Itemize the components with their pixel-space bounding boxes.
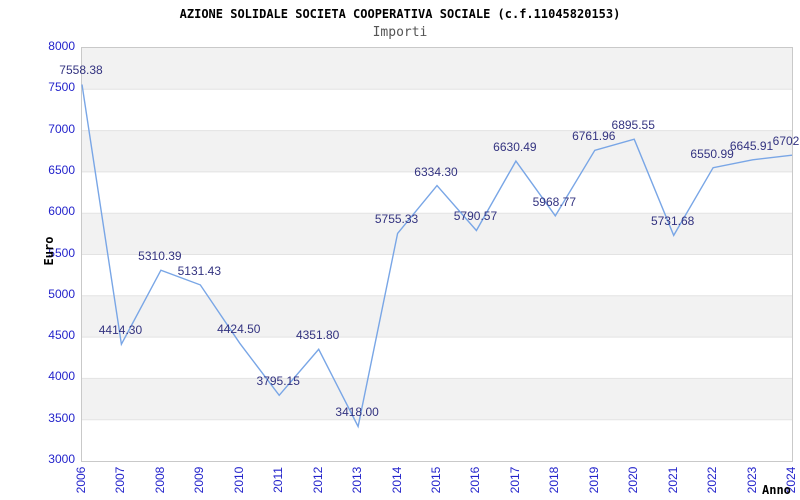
x-tick-label: 2013 [350, 466, 365, 494]
x-tick-label: 2015 [429, 466, 443, 494]
y-tick-label: 8000 [48, 39, 75, 53]
x-tick-label: 2006 [74, 466, 88, 494]
x-tick-label: 2007 [113, 466, 128, 494]
value-label: 6702.2 [772, 134, 800, 149]
y-tick-label: 7500 [48, 80, 75, 95]
y-tick-label: 7000 [48, 121, 75, 136]
x-tick-label: 2008 [152, 466, 167, 494]
value-label: 7558.38 [59, 63, 103, 78]
y-tick-label: 5500 [48, 245, 75, 260]
data-line [81, 84, 793, 429]
chart-title: AZIONE SOLIDALE SOCIETA COOPERATIVA SOCI… [179, 7, 621, 21]
value-label: 6550.99 [690, 146, 734, 161]
value-label: 6645.91 [729, 138, 774, 153]
x-tick-label: 2011 [271, 467, 286, 493]
value-label: 5131.43 [177, 263, 222, 278]
y-tick-label: 6500 [48, 162, 75, 177]
value-label: 5310.39 [138, 249, 182, 264]
y-tick-label: 4500 [48, 328, 75, 343]
x-tick-label: 2022 [705, 466, 720, 494]
x-tick-label: 2012 [310, 466, 325, 494]
chart-subtitle: Importi [372, 25, 428, 40]
value-label: 5968.77 [532, 194, 577, 209]
y-tick-label: 3000 [48, 452, 75, 466]
value-label: 5755.33 [374, 212, 419, 227]
y-tick-label: 5000 [48, 286, 75, 301]
x-tick-label: 2023 [744, 466, 759, 494]
x-tick-label: 2009 [192, 466, 207, 494]
x-tick-label: 2021 [665, 466, 680, 494]
x-tick-label: 2017 [507, 466, 522, 494]
x-tick-label: 2019 [586, 466, 601, 494]
value-label: 4351.80 [295, 328, 340, 343]
value-label: 3418.00 [335, 405, 379, 420]
y-tick-label: 6000 [48, 204, 75, 219]
x-tick-label: 2018 [547, 466, 562, 494]
y-tick-label: 3500 [48, 410, 75, 425]
value-label: 4424.50 [217, 322, 261, 337]
x-axis-title: Anno [762, 483, 791, 497]
plot-area [81, 47, 793, 462]
value-label: 4414.30 [98, 323, 143, 338]
value-label: 6334.30 [414, 164, 458, 179]
value-label: 5731.68 [650, 214, 695, 229]
x-tick-label: 2014 [389, 466, 404, 494]
value-label: 3795.15 [256, 374, 300, 389]
value-label: 5790.57 [453, 209, 498, 224]
value-label: 6630.49 [493, 140, 537, 155]
x-tick-label: 2020 [626, 466, 641, 494]
x-tick-label: 2016 [468, 466, 483, 494]
value-label: 6761.96 [572, 129, 616, 144]
y-tick-label: 4000 [48, 369, 75, 384]
y-axis-title: Euro [42, 236, 56, 266]
x-tick-label: 2010 [231, 466, 246, 494]
line-series-svg [81, 84, 793, 429]
value-label: 6895.55 [611, 118, 655, 133]
